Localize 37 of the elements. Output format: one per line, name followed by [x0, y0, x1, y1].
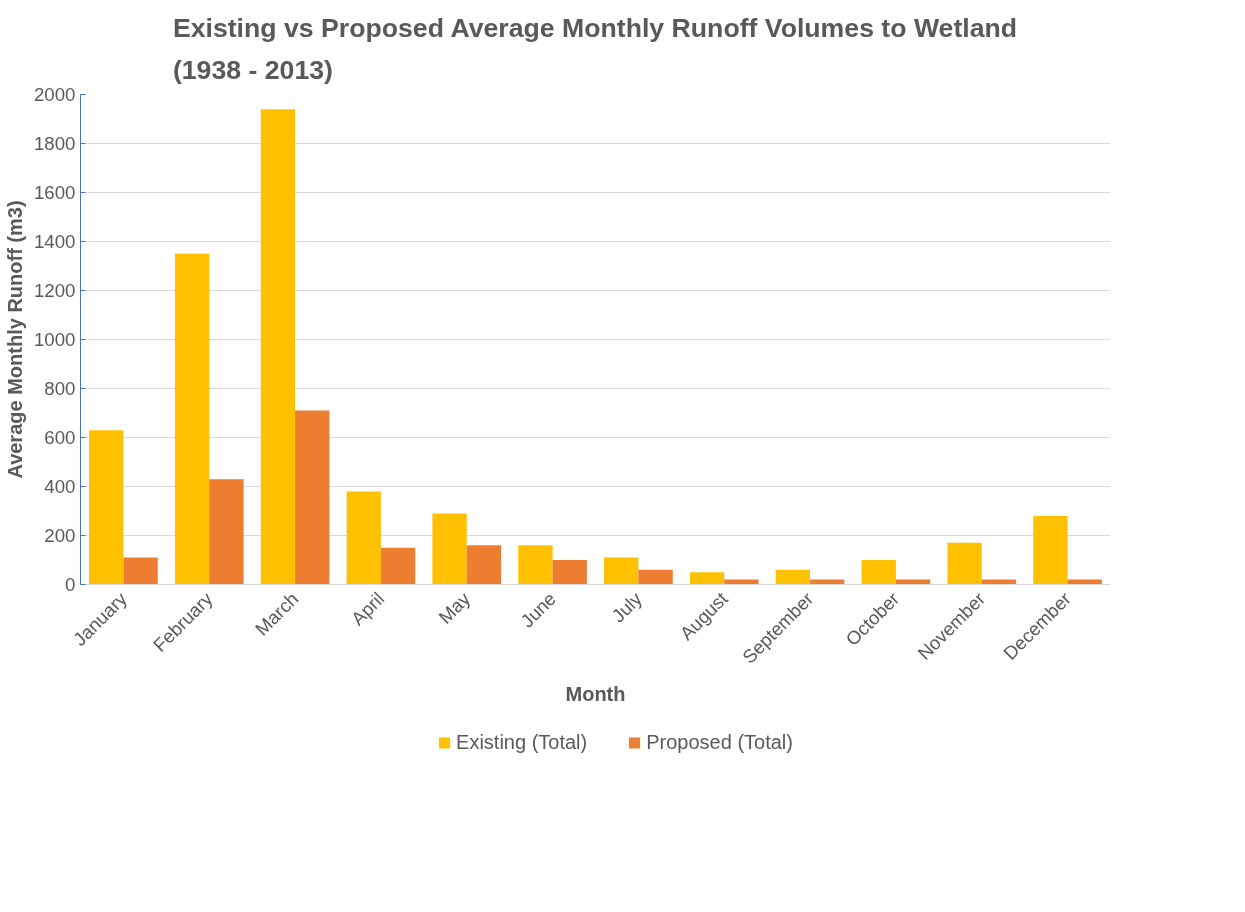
y-axis-title: Average Monthly Runoff (m3) — [4, 200, 26, 479]
x-axis-title: Month — [565, 682, 626, 705]
y-tick-label: 800 — [44, 378, 76, 399]
y-tick-label: 1000 — [34, 329, 76, 350]
bar — [380, 547, 416, 585]
bar — [552, 560, 587, 585]
bar — [689, 572, 725, 585]
y-tick-label: 0 — [65, 574, 76, 595]
bar — [1033, 515, 1068, 585]
y-tick-label: 1800 — [34, 133, 76, 154]
bar — [604, 557, 639, 585]
legend-label: Existing (Total) — [456, 730, 588, 754]
bar — [209, 479, 244, 585]
bar — [346, 491, 381, 585]
bar — [89, 430, 124, 585]
y-tick-label: 2000 — [34, 84, 76, 105]
bar — [174, 253, 210, 585]
y-tick-label: 600 — [44, 427, 76, 448]
y-tick-label: 400 — [44, 476, 76, 497]
legend-label: Proposed (Total) — [646, 730, 793, 754]
bar — [947, 542, 982, 585]
x-tick-label: May — [434, 587, 475, 628]
bar — [861, 560, 896, 585]
bar — [466, 545, 502, 585]
bar — [432, 513, 467, 585]
y-tick-label: 200 — [44, 525, 76, 546]
y-tick-label: 1400 — [34, 231, 76, 252]
bar — [638, 569, 673, 585]
bar — [518, 545, 553, 585]
chart-title: Existing vs Proposed Average Monthly Runoff Volumes to Wetland (1938 - 2013) — [172, 12, 1018, 85]
y-tick-label: 1200 — [34, 280, 76, 301]
bar — [123, 557, 158, 585]
bar — [260, 109, 296, 585]
bar — [775, 569, 811, 585]
bar — [295, 410, 330, 585]
x-tick-label: July — [607, 587, 647, 627]
y-tick-label: 1600 — [34, 182, 76, 203]
